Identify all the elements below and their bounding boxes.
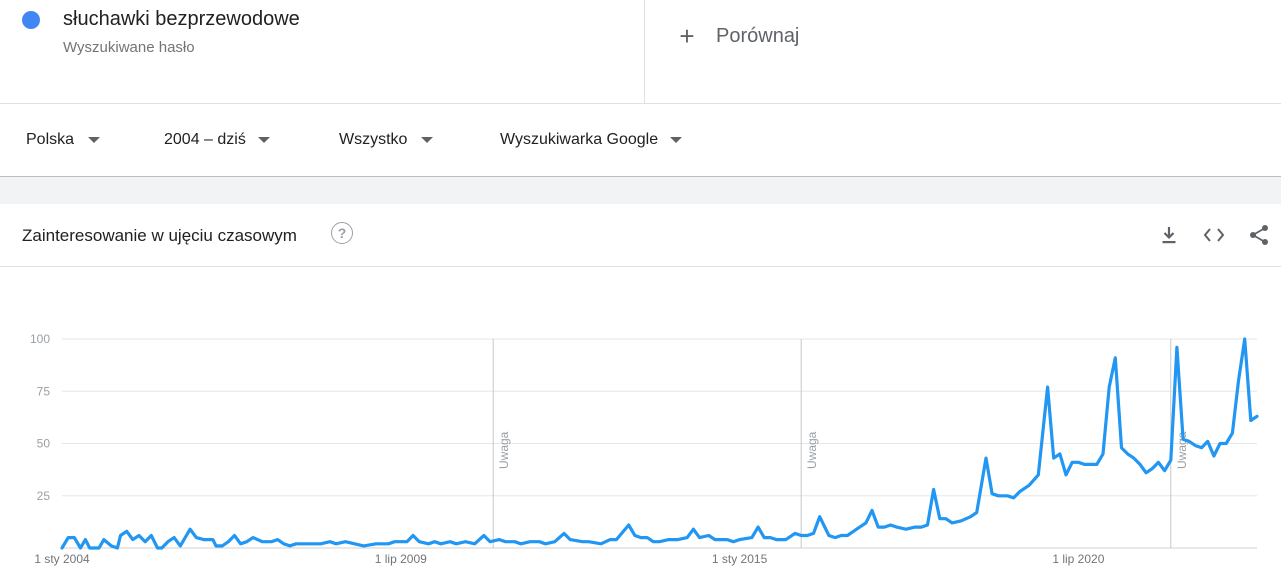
search-term-card[interactable]: słuchawki bezprzewodowe Wyszukiwane hasł…: [0, 0, 645, 103]
download-icon[interactable]: [1156, 222, 1182, 248]
y-tick-label: 100: [30, 332, 50, 346]
term-color-dot: [22, 11, 40, 29]
section-gap: [0, 177, 1281, 204]
x-tick-label: 1 lip 2020: [1052, 552, 1104, 566]
dropdown-arrow-icon: [421, 137, 434, 143]
filter-bar: Polska 2004 – dziś Wszystko Wyszukiwarka…: [0, 104, 1281, 177]
x-tick-label: 1 sty 2015: [712, 552, 768, 566]
time-range-filter-label: 2004 – dziś: [164, 131, 246, 148]
compare-button[interactable]: + Porównaj: [676, 20, 799, 52]
y-tick-label: 75: [37, 384, 51, 398]
series-line: [60, 337, 1259, 550]
region-filter-label: Polska: [26, 131, 75, 148]
x-tick-label: 1 sty 2004: [34, 552, 90, 566]
category-filter-label: Wszystko: [339, 131, 408, 148]
embed-icon[interactable]: [1201, 222, 1227, 248]
card-header: Zainteresowanie w ujęciu czasowym ?: [0, 204, 1281, 267]
time-range-filter[interactable]: 2004 – dziś: [164, 129, 270, 151]
y-tick-label: 50: [37, 437, 51, 451]
compare-label: Porównaj: [716, 24, 800, 47]
card-title: Zainteresowanie w ujęciu czasowym: [22, 226, 297, 245]
term-name[interactable]: słuchawki bezprzewodowe: [63, 8, 300, 30]
help-icon[interactable]: ?: [331, 222, 353, 244]
category-filter[interactable]: Wszystko: [339, 129, 434, 151]
annotation-label: Uwaga: [497, 431, 511, 469]
dropdown-arrow-icon: [670, 137, 683, 143]
plus-icon: +: [679, 21, 695, 51]
interest-chart[interactable]: 100 75 50 25 1 sty 2004 1 lip 2009 1 sty 2015 1…: [0, 267, 1281, 573]
dropdown-arrow-icon: [257, 137, 270, 143]
dropdown-arrow-icon: [88, 137, 101, 143]
y-tick-label: 25: [37, 489, 51, 503]
region-filter[interactable]: Polska: [26, 129, 101, 151]
search-type-filter[interactable]: Wyszukiwarka Google: [500, 129, 683, 151]
term-type-label: Wyszukiwane hasło: [63, 39, 195, 56]
term-bar: słuchawki bezprzewodowe Wyszukiwane hasł…: [0, 0, 1281, 104]
x-tick-label: 1 lip 2009: [375, 552, 427, 566]
search-type-filter-label: Wyszukiwarka Google: [500, 131, 659, 148]
annotation-label: Uwaga: [805, 431, 819, 469]
share-icon[interactable]: [1246, 222, 1272, 248]
interest-over-time-card: Zainteresowanie w ujęciu czasowym ?: [0, 204, 1281, 573]
